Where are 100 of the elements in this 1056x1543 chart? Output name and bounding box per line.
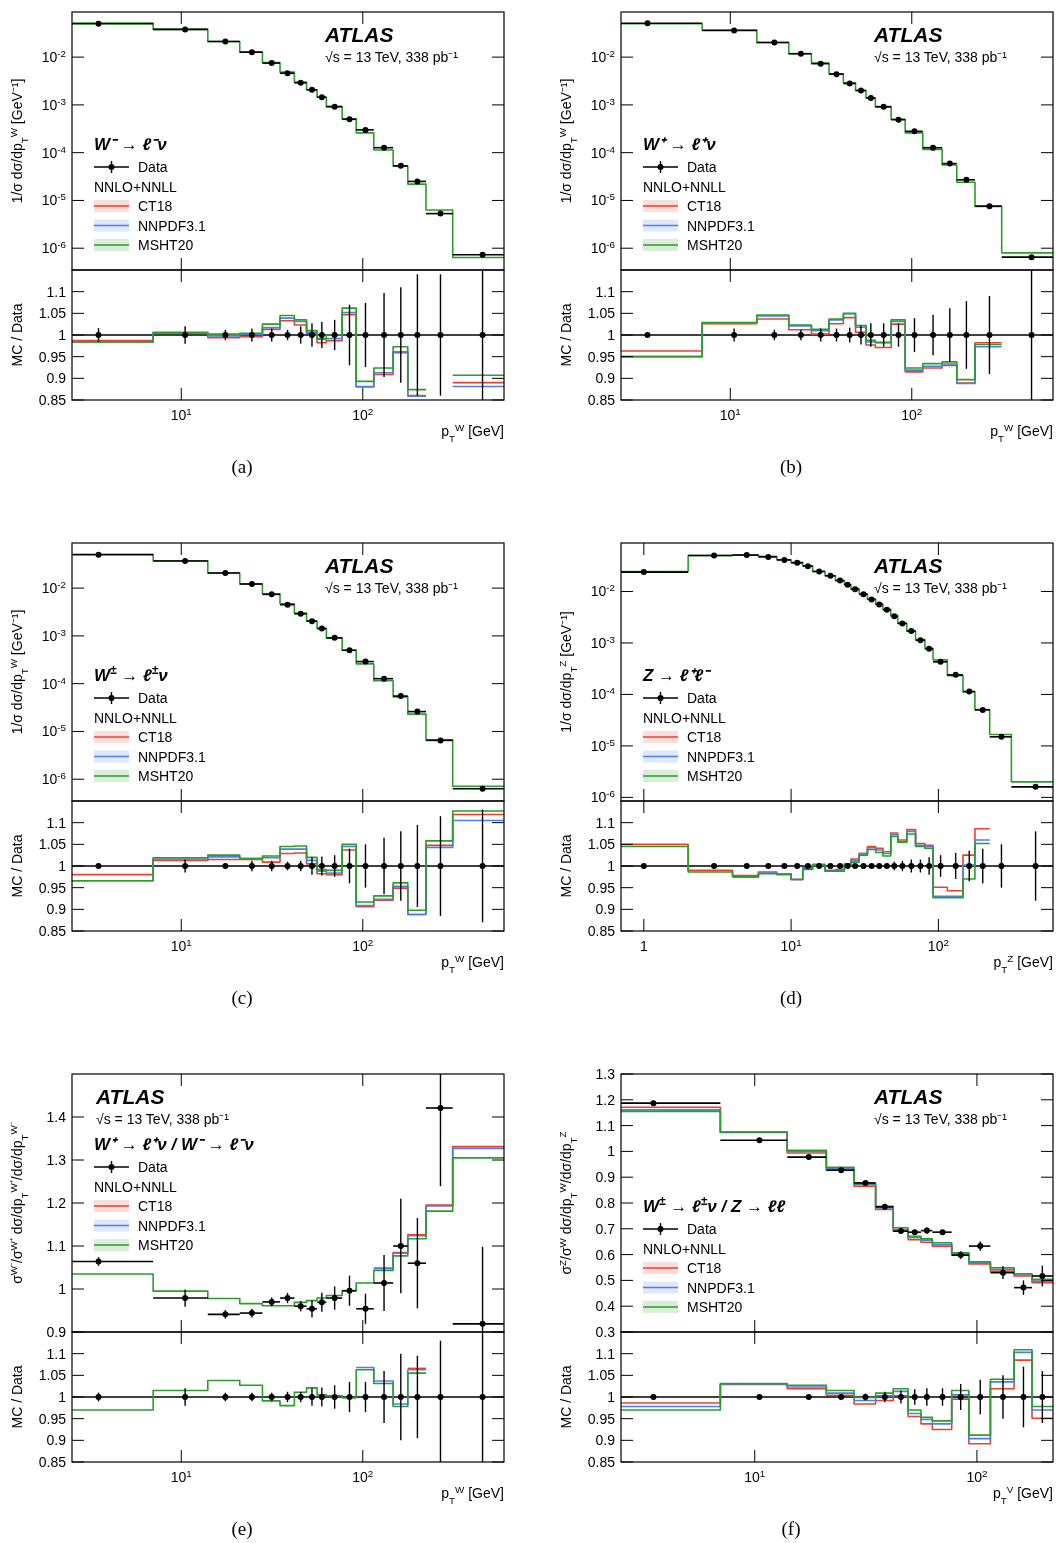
y-tick-label: 0.85 <box>587 923 616 939</box>
y-tick-label: 1 <box>58 1281 67 1297</box>
legend-label: Data <box>138 690 168 706</box>
y-tick-label: 0.7 <box>595 1220 616 1237</box>
y-tick-label: 10$^{-3}$ <box>590 95 616 113</box>
y-tick-label: 10$^{-2}$ <box>590 47 615 66</box>
annotation: ATLAS <box>873 23 943 46</box>
y-tick-label: 0.85 <box>587 392 616 408</box>
y-tick-label: 0.85 <box>38 392 67 408</box>
y-tick-label: 10$^{-5}$ <box>590 190 616 209</box>
y-tick-label: 0.85 <box>587 1454 616 1470</box>
y-tick-label: 10$^{-3}$ <box>41 626 67 644</box>
y-tick-label: 1.2 <box>46 1195 67 1211</box>
x-tick-label: 10$^{1}$ <box>170 405 192 423</box>
y-tick-label: 1.1 <box>595 1345 616 1362</box>
legend-label: NNPDF3.1 <box>687 1279 755 1296</box>
annotation: NNLO+NNLL <box>643 178 727 195</box>
annotation: √s = 13 TeV, 338 pb⁻¹ <box>874 49 1008 65</box>
y-tick-label: 0.9 <box>595 1169 616 1186</box>
text: (d) <box>779 987 803 1009</box>
y-tick-label: 10$^{-6}$ <box>41 769 67 788</box>
annotation: NNLO+NNLL <box>643 1240 727 1257</box>
legend-label: NNPDF3.1 <box>138 748 206 765</box>
legend-label: NNPDF3.1 <box>687 748 755 765</box>
y-tick-label: 0.6 <box>595 1246 616 1263</box>
legend-title: W⁺ → ℓ⁺ν / W⁻ → ℓ⁻ν <box>94 1135 255 1154</box>
text: (a) <box>231 456 253 478</box>
legend-label: NNPDF3.1 <box>687 217 755 234</box>
y-tick-label: 10$^{-3}$ <box>41 95 67 113</box>
y-tick-label: 1.05 <box>587 836 616 853</box>
x-tick-label: 10$^{2}$ <box>927 936 949 954</box>
y-tick-label: 1.05 <box>38 1367 67 1384</box>
y-tick-label: 1.3 <box>595 1066 616 1082</box>
x-axis-title: p$_{T}$$^{W}$ [GeV] <box>990 421 1053 444</box>
annotation: √s = 13 TeV, 338 pb⁻¹ <box>874 1111 1008 1127</box>
y-tick-label: 10$^{-2}$ <box>41 578 66 597</box>
y-tick-label: 1 <box>607 858 616 874</box>
y-tick-label: 1.05 <box>38 305 67 322</box>
annotation: ATLAS <box>873 1085 943 1108</box>
y-tick-label: 1.1 <box>46 1345 67 1362</box>
legend-label: Data <box>687 1221 717 1237</box>
x-tick-label: 10$^{2}$ <box>352 936 374 954</box>
legend-label: MSHT20 <box>138 237 194 253</box>
legend-label: MSHT20 <box>138 768 194 784</box>
y-tick-label: 0.9 <box>46 370 67 387</box>
y-tick-label: 0.95 <box>38 348 67 365</box>
y-tick-label: 1.2 <box>595 1091 616 1108</box>
legend-title: W$^{±}$ → ℓ$^{±}$ν / Z → ℓℓ <box>643 1194 786 1216</box>
legend-label: Data <box>687 159 717 175</box>
x-tick-label: 10$^{1}$ <box>744 1467 766 1485</box>
y-axis-title: MC / Data <box>558 303 574 367</box>
y-tick-label: 10$^{-2}$ <box>41 47 66 66</box>
legend-title: W⁻ → ℓ⁻ν <box>94 135 168 154</box>
annotation: ATLAS <box>873 554 943 577</box>
x-tick-label: 10$^{2}$ <box>352 405 374 423</box>
annotation: ATLAS <box>95 1085 165 1108</box>
y-tick-label: 0.95 <box>587 1410 616 1427</box>
legend-label: CT18 <box>687 1260 722 1276</box>
annotation: NNLO+NNLL <box>94 1178 178 1195</box>
y-tick-label: 0.85 <box>38 1454 67 1470</box>
y-tick-label: 10$^{-4}$ <box>590 143 616 161</box>
y-tick-label: 1.1 <box>595 283 616 300</box>
y-tick-label: 1.4 <box>46 1109 67 1125</box>
x-axis-title: p$_{T}$$^{W}$ [GeV] <box>441 1483 504 1506</box>
text: (e) <box>231 1518 253 1540</box>
y-tick-label: 10$^{-4}$ <box>41 674 67 692</box>
y-tick-label: 0.95 <box>38 879 67 896</box>
y-tick-label: 0.95 <box>587 879 616 896</box>
y-tick-label: 1 <box>607 1143 616 1160</box>
x-axis-title: p$_{T}$$^{W}$ [GeV] <box>441 952 504 975</box>
y-tick-label: 0.4 <box>595 1298 616 1315</box>
legend-label: CT18 <box>138 198 173 214</box>
y-tick-label: 10$^{-6}$ <box>590 787 616 806</box>
legend-label: CT18 <box>138 1198 173 1214</box>
legend-label: MSHT20 <box>687 768 743 784</box>
y-tick-label: 0.3 <box>595 1324 616 1340</box>
y-tick-label: 10$^{-6}$ <box>41 238 67 257</box>
legend-title: W$^{±}$ → ℓ$^{±}$ν <box>94 663 169 685</box>
y-axis-title: MC / Data <box>9 303 25 367</box>
text: (f) <box>781 1518 801 1540</box>
y-tick-label: 1.1 <box>46 1238 67 1254</box>
y-tick-label: 10$^{-6}$ <box>590 238 616 257</box>
annotation: √s = 13 TeV, 338 pb⁻¹ <box>874 580 1008 596</box>
annotation: ATLAS <box>324 23 394 46</box>
y-tick-label: 1 <box>58 858 67 874</box>
annotation: √s = 13 TeV, 338 pb⁻¹ <box>96 1111 230 1127</box>
x-tick-label: 10$^{1}$ <box>170 936 192 954</box>
text: (b) <box>779 456 803 478</box>
y-tick-label: 0.9 <box>46 901 67 918</box>
y-tick-label: 0.95 <box>38 1410 67 1427</box>
y-tick-label: 1.05 <box>38 836 67 853</box>
y-tick-label: 10$^{-3}$ <box>590 633 616 651</box>
y-tick-label: 1.1 <box>595 814 616 831</box>
legend-label: CT18 <box>138 729 173 745</box>
y-tick-label: 1 <box>58 327 67 343</box>
y-tick-label: 1.05 <box>587 305 616 322</box>
legend-label: NNPDF3.1 <box>138 217 206 234</box>
x-tick-label: 10$^{2}$ <box>352 1467 374 1485</box>
annotation: NNLO+NNLL <box>94 178 178 195</box>
legend-label: MSHT20 <box>687 1299 743 1315</box>
